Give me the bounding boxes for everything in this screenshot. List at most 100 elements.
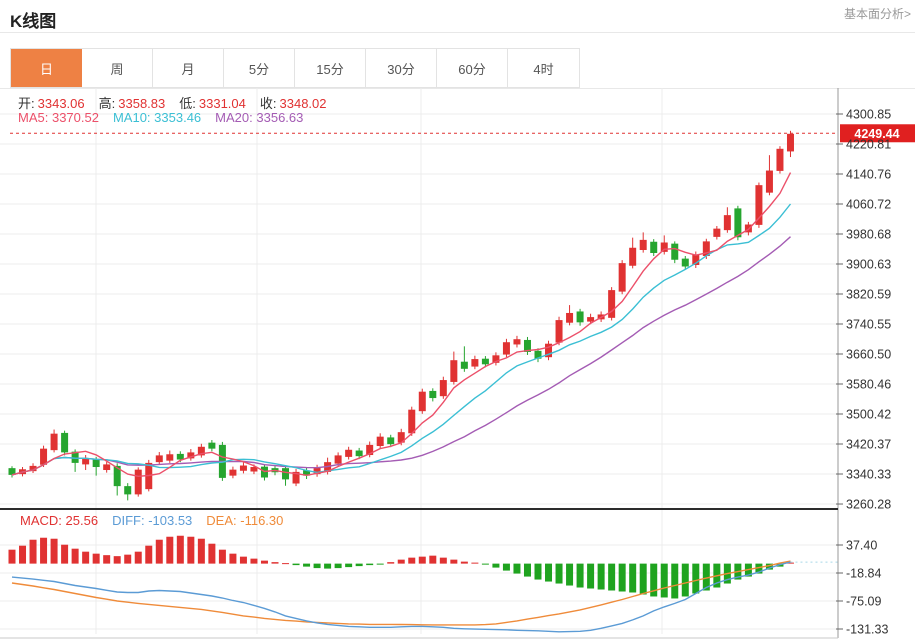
- price-tick-label: 4300.85: [846, 108, 891, 122]
- candle-up: [755, 185, 763, 225]
- price-tick-label: 4220.81: [846, 138, 891, 152]
- candle-down: [681, 258, 689, 267]
- macd-bar-up: [450, 559, 458, 564]
- candle-up: [366, 444, 374, 456]
- macd-bar-down: [608, 563, 616, 591]
- macd-bar-up: [239, 556, 247, 564]
- price-tick-label: 3340.33: [846, 468, 891, 482]
- fundamental-analysis-link[interactable]: 基本面分析>: [843, 7, 911, 21]
- macd-bar-up: [387, 562, 395, 564]
- candle-up: [376, 436, 384, 447]
- tabbar-divider: [0, 88, 915, 89]
- macd-bar-down: [355, 563, 363, 567]
- candle-down: [734, 208, 742, 238]
- macd-bar-up: [124, 554, 132, 564]
- macd-bar-down: [502, 563, 510, 571]
- candle-up: [786, 133, 794, 152]
- tab-5min[interactable]: 5分: [224, 49, 295, 87]
- ma10-line: [11, 203, 792, 476]
- ma10-label: MA10:: [112, 110, 151, 125]
- macd-bar-down: [313, 563, 321, 569]
- candle-up: [723, 215, 731, 231]
- macd-bar-up: [155, 539, 163, 564]
- candle-down: [387, 437, 395, 445]
- candle-up: [345, 449, 353, 457]
- period-tabbar: 日 周 月 5分 15分 30分 60分 4时: [10, 48, 580, 88]
- candle-up: [197, 446, 205, 456]
- macd-bar-down: [650, 563, 658, 597]
- candle-up: [239, 465, 247, 471]
- candle-up: [82, 458, 90, 465]
- macd-bar-up: [50, 538, 58, 564]
- macd-bar-up: [134, 551, 142, 564]
- macd-bar-down: [324, 563, 332, 569]
- candle-up: [334, 455, 342, 464]
- tab-60min[interactable]: 60分: [437, 49, 508, 87]
- candle-up: [418, 391, 426, 412]
- high-value: 3358.83: [118, 96, 166, 111]
- candle-down: [481, 358, 489, 365]
- macd-info-row: MACD: 25.56 DIFF: -103.53 DEA: -116.30: [20, 513, 297, 528]
- macd-bar-up: [8, 549, 16, 564]
- macd-bar-down: [566, 563, 574, 586]
- macd-bar-up: [260, 560, 268, 564]
- candle-up: [566, 312, 574, 323]
- ma-info-row: MA5: 3370.52 MA10: 3353.46 MA20: 3356.63: [18, 110, 317, 125]
- candle-up: [513, 339, 521, 345]
- tab-4hour[interactable]: 4时: [533, 61, 554, 77]
- diff-value: -103.53: [148, 513, 193, 528]
- candle-down: [176, 453, 184, 460]
- candle-up: [187, 452, 195, 459]
- macd-bar-up: [197, 538, 205, 564]
- candle-up: [608, 290, 616, 318]
- macd-bar-down: [545, 563, 553, 582]
- macd-bar-down: [292, 563, 300, 566]
- tab-day[interactable]: 日: [11, 49, 82, 87]
- macd-bar-up: [145, 545, 153, 564]
- macd-bar-up: [271, 562, 279, 564]
- macd-bar-up: [82, 551, 90, 564]
- tab-30min[interactable]: 30分: [366, 49, 437, 87]
- candle-up: [166, 454, 174, 461]
- ma10-value: 3353.46: [154, 110, 202, 125]
- macd-bar-up: [471, 562, 479, 564]
- price-tick-label: 3260.28: [846, 498, 891, 512]
- macd-bar-up: [92, 553, 100, 564]
- macd-tick-label: -75.09: [846, 595, 881, 609]
- tab-week[interactable]: 周: [82, 49, 153, 87]
- macd-bar-up: [439, 557, 447, 564]
- macd-bar-up: [71, 548, 79, 564]
- macd-label: MACD:: [20, 513, 62, 528]
- macd-bar-up: [250, 558, 258, 564]
- ohlc-info-row: 开: 3343.06 高: 3358.83 低: 3331.04 收: 3348.02: [18, 93, 341, 112]
- dea-value: -116.30: [240, 513, 284, 528]
- candle-down: [355, 450, 363, 457]
- diff-line: [11, 561, 791, 633]
- ma20-value: 3356.63: [256, 110, 304, 125]
- macd-bar-down: [366, 563, 374, 566]
- candle-up: [702, 241, 710, 256]
- candle-up: [660, 242, 668, 252]
- macd-bar-up: [429, 555, 437, 564]
- candle-down: [650, 241, 658, 253]
- macd-bar-up: [460, 561, 468, 564]
- macd-bar-up: [218, 549, 226, 564]
- macd-bar-up: [19, 545, 27, 564]
- candle-up: [713, 228, 721, 237]
- macd-bar-down: [639, 563, 647, 595]
- candle-up: [134, 469, 142, 495]
- macd-bar-up: [187, 536, 195, 564]
- candle-down: [460, 361, 468, 369]
- candle-up: [40, 448, 48, 465]
- candle-down: [576, 311, 584, 323]
- open-label: 开:: [18, 96, 35, 111]
- candle-down: [523, 339, 531, 352]
- ma5-value: 3370.52: [51, 110, 99, 125]
- tab-15min[interactable]: 15分: [295, 49, 366, 87]
- tab-month[interactable]: 月: [153, 49, 224, 87]
- candle-down: [303, 470, 311, 476]
- ma20-line: [11, 236, 791, 476]
- candle-down: [92, 459, 100, 468]
